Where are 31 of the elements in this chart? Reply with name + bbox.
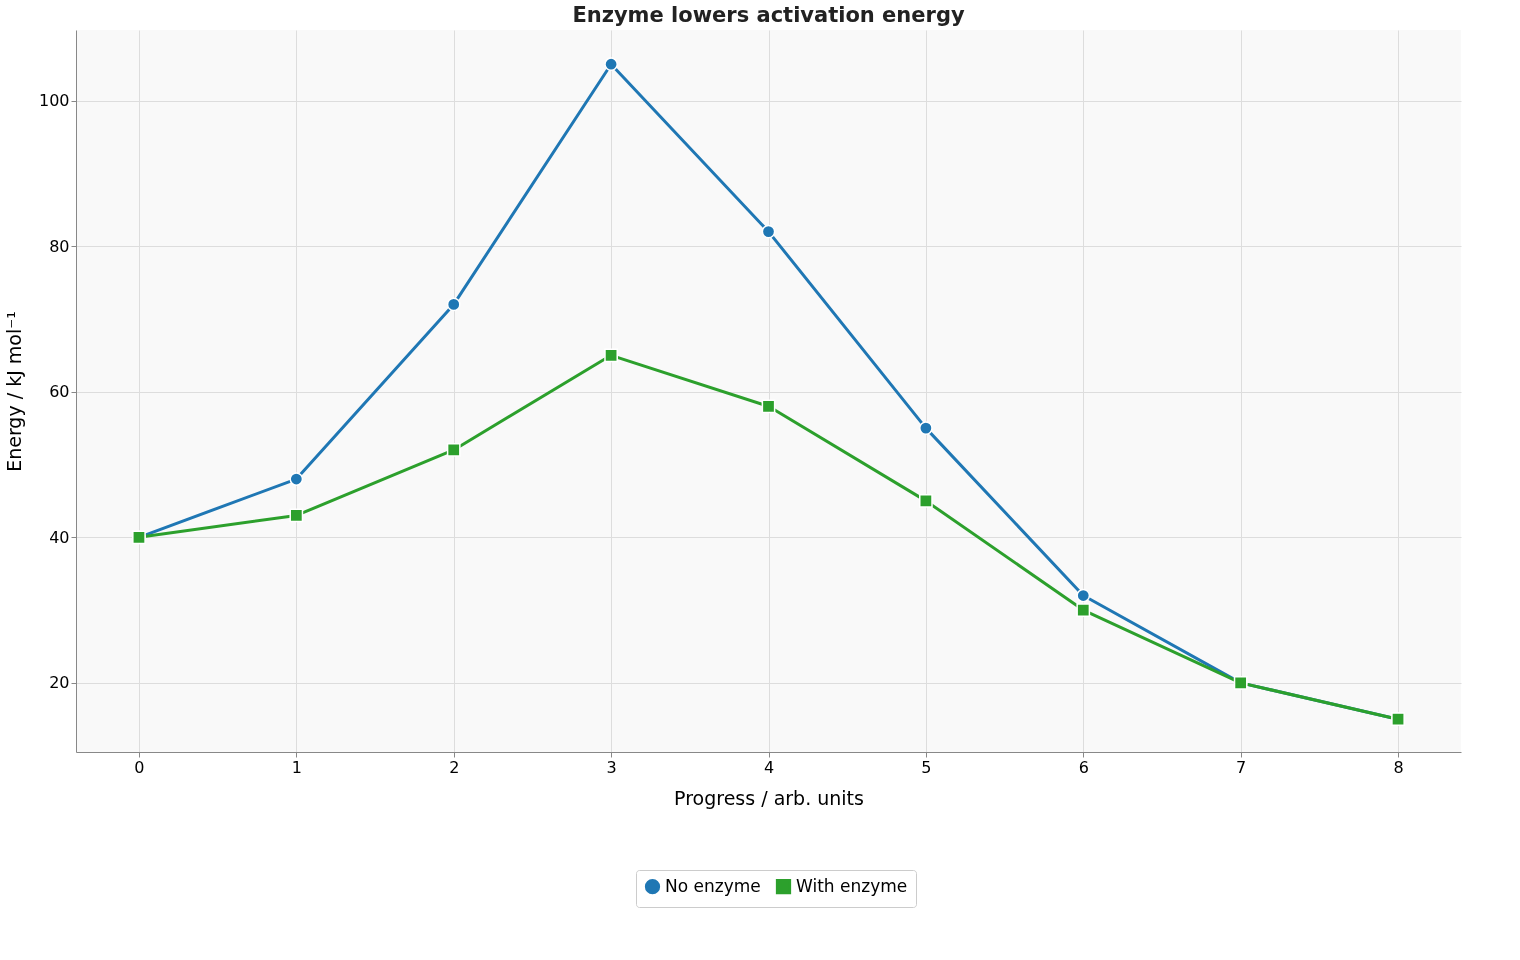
y-axis-title: Energy / kJ mol⁻¹ <box>2 311 25 472</box>
point <box>919 421 933 435</box>
point <box>919 494 933 508</box>
point <box>604 57 618 72</box>
x-tick-label: 2 <box>449 757 460 777</box>
point <box>761 399 776 414</box>
x-tick-label: 3 <box>606 757 617 777</box>
point <box>289 508 304 523</box>
x-tick-label: 0 <box>134 757 145 777</box>
chart-title: Enzyme lowers activation energy <box>572 3 965 27</box>
x-tick-label: 8 <box>1393 757 1404 777</box>
y-tick-label: 20 <box>49 673 70 693</box>
y-tick-label: 100 <box>38 91 70 111</box>
y-tick-label: 40 <box>49 527 70 547</box>
point <box>604 348 618 363</box>
x-axis-title: Progress / arb. units <box>674 786 864 809</box>
point <box>446 443 461 457</box>
y-tick-label: 60 <box>49 382 70 402</box>
point <box>1076 603 1091 617</box>
x-tick-label: 7 <box>1236 757 1247 777</box>
legend-label: With enzyme <box>796 875 908 896</box>
legend-label: No enzyme <box>665 875 761 896</box>
y-tick-label: 80 <box>49 236 70 256</box>
x-tick-label: 1 <box>291 757 302 777</box>
point <box>761 224 776 239</box>
point <box>1076 588 1091 603</box>
point <box>289 472 304 486</box>
x-tick-label: 5 <box>921 757 932 777</box>
x-tick-label: 6 <box>1078 757 1089 777</box>
point <box>446 297 461 312</box>
x-tick-label: 4 <box>763 757 775 777</box>
